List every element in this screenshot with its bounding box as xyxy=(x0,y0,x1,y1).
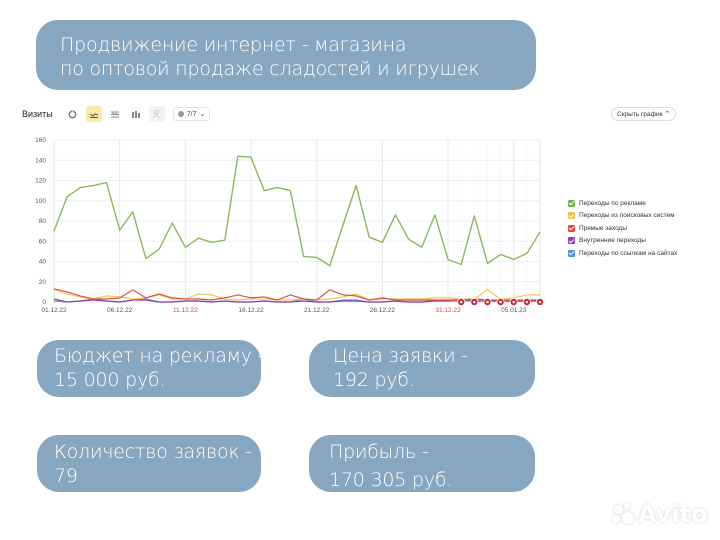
stat-profit-label: Прибыль - xyxy=(329,441,429,463)
svg-text:60: 60 xyxy=(39,238,47,245)
stat-lead-price: Цена заявки - 192 руб. xyxy=(309,340,535,397)
svg-text:100: 100 xyxy=(35,198,46,205)
stat-profit-value: 170 305 руб. xyxy=(329,469,453,491)
stat-count-label: Количество заявок - xyxy=(54,441,252,463)
stacked-area-icon[interactable] xyxy=(107,106,123,122)
svg-text:80: 80 xyxy=(39,218,47,225)
line-chart-icon[interactable] xyxy=(85,106,102,122)
legend-item[interactable]: Переходы по ссылкам на сайтах xyxy=(568,247,677,260)
chevron-down-icon: ⌄ xyxy=(199,111,206,118)
stat-price-label: Цена заявки - xyxy=(333,345,468,367)
svg-text:120: 120 xyxy=(35,178,46,185)
svg-text:26.12.22: 26.12.22 xyxy=(370,307,396,314)
series-selector-dropdown[interactable]: 7/7 ⌄ xyxy=(172,107,211,121)
svg-text:160: 160 xyxy=(35,137,46,144)
svg-text:06.12.22: 06.12.22 xyxy=(107,307,133,314)
stat-count-value: 79 xyxy=(54,465,78,487)
stat-lead-count: Количество заявок - 79 xyxy=(37,435,261,492)
person-icon[interactable] xyxy=(148,106,165,122)
avito-wordmark: Avito xyxy=(638,500,708,528)
svg-text:21.12.22: 21.12.22 xyxy=(304,307,330,314)
chart-canvas: 0 20 40 60 80 100 120 140 160 01.12.22 06.12.22 11.… xyxy=(35,137,545,314)
legend-label: Прямые заходы xyxy=(579,224,628,232)
svg-text:05.01.23: 05.01.23 xyxy=(501,307,527,314)
svg-text:31.12.22: 31.12.22 xyxy=(435,307,461,314)
legend-label: Переходы по ссылкам на сайтах xyxy=(579,249,678,257)
legend-label: Внутренние переходы xyxy=(579,237,646,245)
series-selector-value: 7/7 xyxy=(186,110,197,118)
svg-text:40: 40 xyxy=(39,259,47,266)
avito-logo-icon xyxy=(612,503,636,525)
chevron-up-icon: ⌃ xyxy=(664,111,671,118)
svg-text:16.12.22: 16.12.22 xyxy=(238,307,264,314)
hide-chart-button[interactable]: Скрыть график ⌃ xyxy=(611,107,677,121)
stat-profit: Прибыль - 170 305 руб. xyxy=(309,435,535,492)
checkbox-checked-icon[interactable] xyxy=(568,249,575,257)
legend-item[interactable]: Переходы из поисковых систем xyxy=(568,210,677,223)
checkbox-checked-icon[interactable] xyxy=(568,199,575,207)
legend-label: Переходы из поисковых систем xyxy=(579,212,675,220)
title-line-1: Продвижение интернет - магазина xyxy=(60,34,407,56)
chat-bubble-icon xyxy=(177,111,184,117)
svg-text:20: 20 xyxy=(39,279,47,286)
svg-text:140: 140 xyxy=(35,157,46,164)
legend-item[interactable]: Прямые заходы xyxy=(568,222,677,235)
legend-item[interactable]: Внутренние переходы xyxy=(568,235,677,248)
legend-item[interactable]: Переходы по рекламе xyxy=(568,197,677,210)
checkbox-checked-icon[interactable] xyxy=(568,224,575,232)
visits-line-chart: 0 20 40 60 80 100 120 140 160 01.12.22 06.12.22 11.… xyxy=(20,130,560,320)
checkbox-checked-icon[interactable] xyxy=(568,212,575,220)
stat-price-value: 192 руб. xyxy=(333,369,415,391)
stat-budget-value: 15 000 руб. xyxy=(54,369,166,391)
pie-chart-icon[interactable] xyxy=(65,106,81,122)
svg-text:0: 0 xyxy=(42,299,46,306)
hide-chart-label: Скрыть график xyxy=(617,110,663,118)
svg-text:11.12.22: 11.12.22 xyxy=(173,307,198,314)
bar-chart-icon[interactable] xyxy=(128,106,144,122)
checkbox-checked-icon[interactable] xyxy=(568,237,575,245)
title-banner: Продвижение интернет - магазина по оптов… xyxy=(36,20,536,90)
chart-title: Визиты xyxy=(22,109,53,119)
stat-ad-budget: Бюджет на рекламу - 15 000 руб. xyxy=(37,340,265,397)
legend-label: Переходы по рекламе xyxy=(579,199,646,207)
svg-text:01.12.22: 01.12.22 xyxy=(41,307,67,314)
chart-legend: Переходы по рекламе Переходы из поисковых… xyxy=(568,197,677,260)
avito-watermark: Avito xyxy=(612,500,708,528)
stat-budget-label: Бюджет на рекламу - xyxy=(54,345,265,367)
title-line-2: по оптовой продаже сладостей и игрушек xyxy=(60,58,480,80)
chart-toolbar: Визиты 7/7 ⌄ xyxy=(22,104,211,124)
